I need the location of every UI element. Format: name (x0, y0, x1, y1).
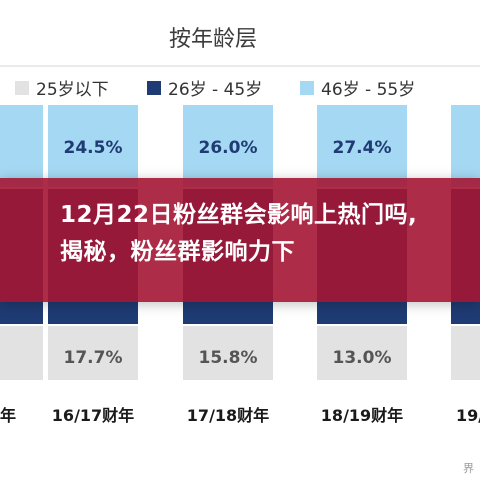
chart-title: 按年龄层 (169, 27, 257, 52)
legend-swatch-0 (15, 81, 29, 95)
category-label-0: 年 (0, 406, 16, 425)
legend-label-2: 46岁 - 55岁 (321, 80, 415, 100)
legend-label-1: 26岁 - 45岁 (168, 80, 262, 100)
category-label-1: 16/17财年 (52, 406, 134, 425)
bar-segment-2-2 (181, 103, 275, 189)
data-label-3-0: 13.0% (333, 348, 392, 368)
bar-segment-3-2 (315, 103, 409, 189)
category-label-4: 19/ (456, 406, 480, 425)
category-label-3: 18/19财年 (321, 406, 403, 425)
bar-segment-0-0 (0, 324, 45, 382)
legend-swatch-1 (147, 81, 161, 95)
bar-segment-2-0 (181, 324, 275, 382)
bar-segment-4-2 (449, 103, 480, 189)
bar-segment-0-2 (0, 103, 45, 189)
data-label-1-0: 17.7% (64, 348, 123, 368)
data-label-2-0: 15.8% (199, 348, 258, 368)
category-labels: 年 16/17财年 17/18财年 18/19财年 19/ (0, 406, 480, 425)
legend-label-0: 25岁以下 (36, 80, 109, 100)
data-label-2-2: 26.0% (199, 138, 258, 158)
legend: 25岁以下 26岁 - 45岁 46岁 - 55岁 (15, 80, 415, 100)
legend-swatch-2 (300, 81, 314, 95)
headline-text: 12月22日粉丝群会影响上热门吗,揭秘，粉丝群影响力下 (60, 202, 418, 265)
bar-segment-1-2 (46, 103, 140, 189)
category-label-2: 17/18财年 (187, 406, 269, 425)
data-label-1-2: 24.5% (64, 138, 123, 158)
bar-segment-4-0 (449, 324, 480, 382)
watermark: 界 (463, 462, 474, 475)
data-label-3-2: 27.4% (333, 138, 392, 158)
bar-segment-3-0 (315, 324, 409, 382)
headline-banner (0, 178, 480, 302)
bar-segment-1-0 (46, 324, 140, 382)
